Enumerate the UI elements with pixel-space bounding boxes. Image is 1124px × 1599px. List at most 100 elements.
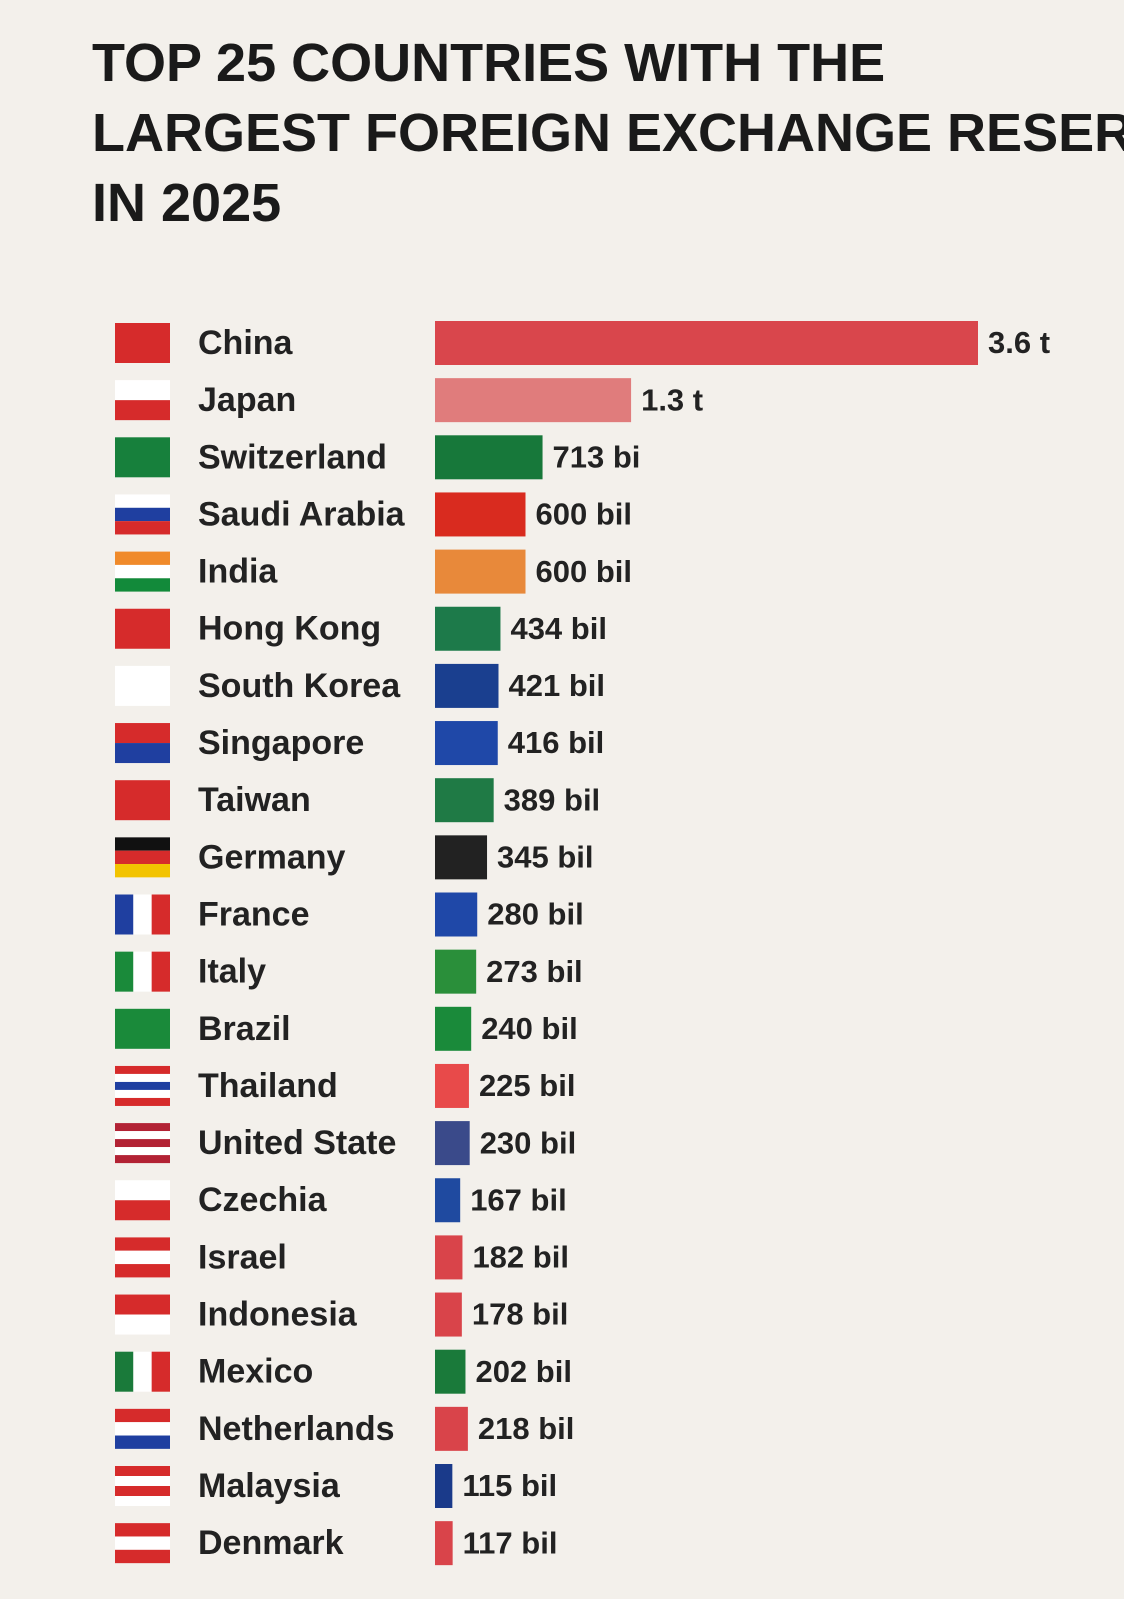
flag-stripe xyxy=(115,1131,170,1140)
value-label: 713 bi xyxy=(553,439,641,474)
bar xyxy=(435,1121,470,1166)
flag-stripe xyxy=(115,1408,170,1423)
value-label: 345 bil xyxy=(497,840,593,875)
flag-stripe xyxy=(115,1008,170,1049)
flag-stripe xyxy=(115,400,170,421)
flag-stripe xyxy=(151,951,170,992)
bar xyxy=(435,1349,466,1394)
value-label: 240 bil xyxy=(481,1011,578,1046)
flag-stripe xyxy=(115,1180,170,1201)
bar xyxy=(435,321,978,365)
flag-stripe xyxy=(115,1435,170,1449)
flag-stripe xyxy=(115,1351,134,1392)
category-label: Mexico xyxy=(198,1353,313,1391)
value-label: 115 bil xyxy=(462,1468,557,1503)
flag-stripe xyxy=(115,894,134,935)
flag-stripe xyxy=(115,578,170,592)
flag-stripe xyxy=(115,1536,170,1550)
flag-stripe xyxy=(115,1073,170,1082)
value-label: 230 bil xyxy=(480,1125,576,1160)
bar xyxy=(435,1292,462,1337)
flag-stripe xyxy=(115,723,170,744)
flag-stripe xyxy=(115,437,170,478)
flag-stripe xyxy=(115,951,134,992)
value-label: 416 bil xyxy=(508,725,605,760)
flag-stripe xyxy=(133,951,152,992)
value-label: 182 bil xyxy=(472,1240,569,1275)
flag-stripe xyxy=(115,1549,170,1564)
bar xyxy=(435,1521,453,1566)
category-label: Hong Kong xyxy=(198,610,381,648)
category-label: Switzerland xyxy=(198,438,387,476)
flag-stripe xyxy=(133,1351,152,1392)
value-label: 117 bil xyxy=(463,1525,558,1560)
bar xyxy=(435,1406,468,1451)
category-label: United State xyxy=(198,1124,396,1162)
bar xyxy=(435,378,632,423)
flag-stripe xyxy=(115,1081,170,1090)
flag-stripe xyxy=(115,380,170,401)
flag-stripe xyxy=(151,894,170,935)
category-label: Italy xyxy=(198,953,266,991)
category-label: Israel xyxy=(198,1238,287,1276)
category-label: Indonesia xyxy=(198,1296,358,1334)
flag-stripe xyxy=(115,665,170,706)
category-label: Czechia xyxy=(198,1181,328,1219)
flag-stripe xyxy=(115,1476,170,1486)
bar xyxy=(435,1235,463,1280)
category-label: Taiwan xyxy=(198,781,311,819)
value-label: 225 bil xyxy=(479,1068,576,1103)
flag-stripe xyxy=(115,494,170,508)
flag-stripe xyxy=(115,1250,170,1265)
bar xyxy=(435,721,498,766)
category-label: Saudi Arabia xyxy=(198,495,406,533)
category-label: Singapore xyxy=(198,724,364,762)
value-label: 280 bil xyxy=(487,897,584,932)
bar xyxy=(435,835,488,880)
value-label: 202 bil xyxy=(475,1354,572,1389)
bar xyxy=(435,778,494,823)
value-label: 1.3 t xyxy=(641,382,703,417)
category-label: France xyxy=(198,895,310,933)
bar xyxy=(435,1464,453,1508)
flag-stripe xyxy=(115,1147,170,1156)
category-label: Denmark xyxy=(198,1524,344,1562)
flag-stripe xyxy=(115,780,170,821)
flag-stripe xyxy=(115,507,170,522)
bar xyxy=(435,1006,472,1051)
category-label: Germany xyxy=(198,838,345,876)
value-label: 389 bil xyxy=(504,782,601,817)
flag-stripe xyxy=(115,323,170,363)
flag-stripe xyxy=(115,1155,170,1164)
flag-stripe xyxy=(115,1422,170,1436)
flag-stripe xyxy=(115,1496,170,1506)
flag-stripe xyxy=(115,864,170,878)
category-label: South Korea xyxy=(198,667,401,705)
bar xyxy=(435,892,478,937)
flag-stripe xyxy=(115,1065,170,1074)
flag-stripe xyxy=(133,894,152,935)
category-label: India xyxy=(198,553,278,591)
flag-stripe xyxy=(115,608,170,649)
flag-stripe xyxy=(115,1264,170,1278)
flag-stripe xyxy=(115,837,170,851)
flag-stripe xyxy=(151,1351,170,1392)
flag-stripe xyxy=(115,564,170,579)
flag-stripe xyxy=(115,850,170,865)
flag-stripe xyxy=(115,1089,170,1098)
category-label: Japan xyxy=(198,381,296,419)
bar xyxy=(435,492,526,537)
category-label: Thailand xyxy=(198,1067,338,1105)
category-label: Brazil xyxy=(198,1010,291,1048)
value-label: 600 bil xyxy=(536,497,633,532)
value-label: 273 bil xyxy=(486,954,583,989)
value-label: 3.6 t xyxy=(988,325,1050,360)
value-label: 421 bil xyxy=(509,668,606,703)
value-label: 178 bil xyxy=(472,1297,569,1332)
bar xyxy=(435,1178,461,1223)
value-label: 434 bil xyxy=(510,611,607,646)
bar xyxy=(435,435,543,480)
bar xyxy=(435,949,477,994)
bar xyxy=(435,606,501,651)
